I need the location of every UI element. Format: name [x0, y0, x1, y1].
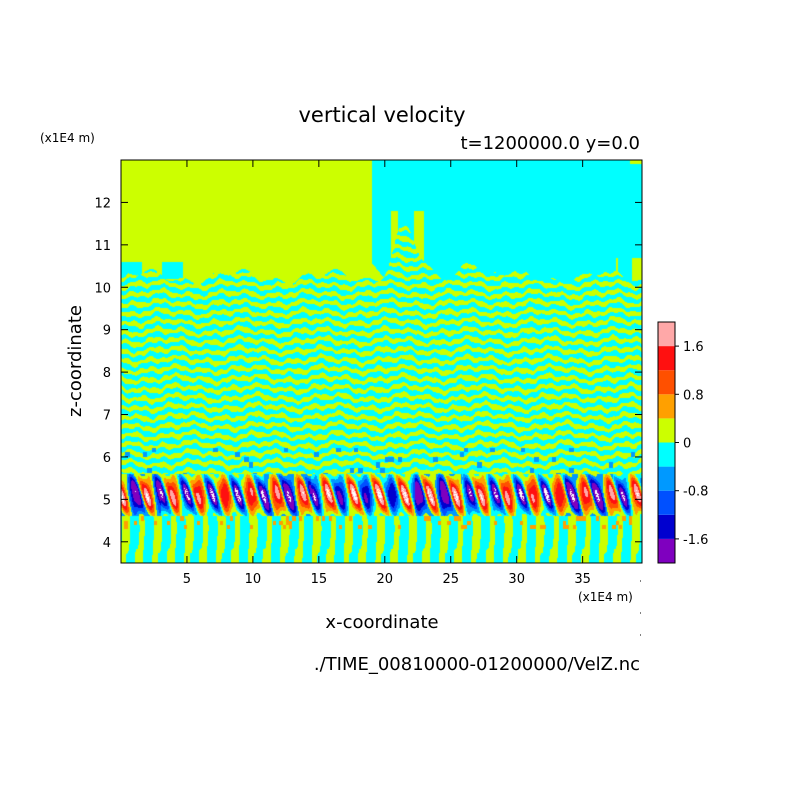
x-tick-label: 20 [377, 572, 394, 587]
y-axis-label: z-coordinate [65, 305, 86, 417]
x-tick-label: 35 [574, 572, 591, 587]
colorbar-swatch [658, 538, 675, 563]
x-tick-label: 30 [508, 572, 525, 587]
y-tick-label: 10 [94, 281, 111, 296]
file-path: ./TIME_00810000-01200000/VelZ.nc [314, 654, 640, 675]
colorbar-swatch [658, 490, 675, 515]
y-tick-label: 4 [103, 536, 111, 551]
dot-marker: ˙ [638, 580, 643, 591]
x-axis-label: x-coordinate [325, 612, 438, 633]
colorbar-swatch [658, 346, 675, 371]
chart-subtitle: t=1200000.0 y=0.0 [460, 133, 640, 154]
colorbar-tick-label: 0.8 [683, 388, 704, 403]
x-tick-label: 15 [311, 572, 328, 587]
y-tick-label: 11 [94, 239, 111, 254]
y-tick-label: 12 [94, 196, 111, 211]
colorbar-swatch [658, 394, 675, 419]
colorbar-swatch [658, 322, 675, 347]
y-tick-label: 6 [103, 451, 111, 466]
y-axis-ticks: 4 5 6 7 8 9 10 11 12 [94, 196, 642, 551]
y-tick-label: 7 [103, 409, 111, 424]
y-tick-label: 9 [103, 324, 111, 339]
colorbar-tick-label: -1.6 [683, 533, 708, 548]
x-tick-label: 10 [245, 572, 262, 587]
colorbar-tick-label: 1.6 [683, 340, 704, 355]
dot-marker: ˙ [638, 634, 643, 645]
velocity-field [121, 160, 642, 563]
z-unit-label: (x1E4 m) [40, 131, 95, 145]
y-tick-label: 5 [103, 493, 111, 508]
y-tick-label: 8 [103, 366, 111, 381]
colorbar-swatch [658, 418, 675, 443]
field-image [121, 160, 642, 563]
colorbar-tick-label: 0 [683, 437, 691, 452]
dot-marker: ˙ [638, 612, 643, 623]
colorbar-swatch [658, 370, 675, 395]
x-unit-label: (x1E4 m) [578, 590, 633, 604]
colorbar-swatch [658, 442, 675, 467]
chart-title: vertical velocity [298, 103, 465, 127]
x-tick-label: 25 [442, 572, 459, 587]
plot-frame [120, 159, 643, 564]
colorbar-swatch [658, 466, 675, 491]
x-tick-label: 5 [183, 572, 191, 587]
x-axis-ticks: 5 10 15 20 25 30 35 [183, 160, 591, 587]
colorbar-swatch [658, 514, 675, 539]
colorbar-tick-label: -0.8 [683, 485, 708, 500]
colorbar: 1.6 0.8 0 -0.8 -1.6 [657, 321, 708, 564]
